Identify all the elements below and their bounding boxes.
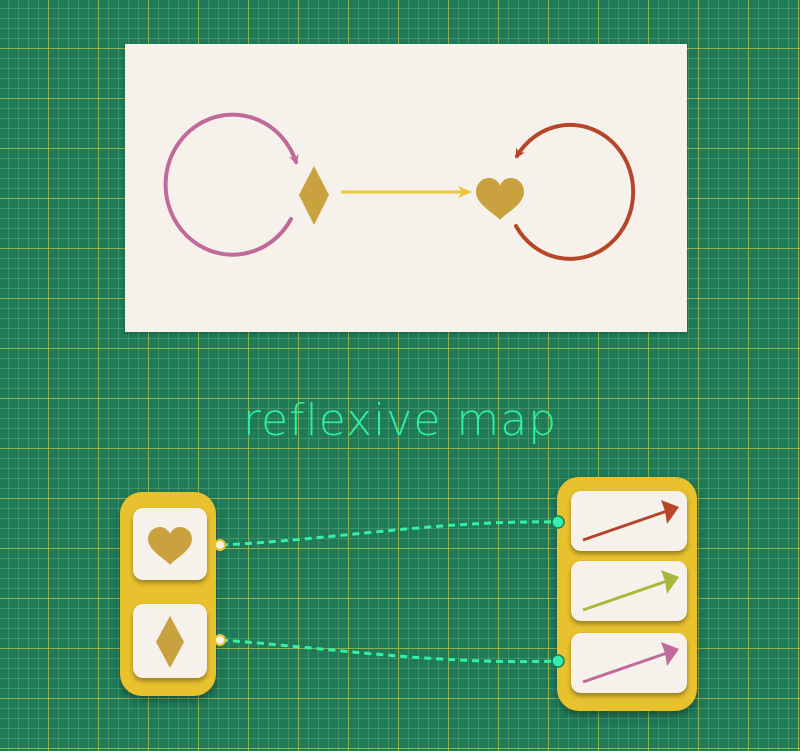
source-set	[120, 492, 216, 696]
arrow-icon	[661, 500, 679, 524]
arrow-card-3	[571, 633, 687, 693]
connector-start-diamond	[214, 634, 226, 646]
diagram-title: reflexive map	[242, 395, 558, 446]
connector-diamond	[220, 638, 559, 664]
diagram-svg	[163, 112, 636, 261]
target-set	[557, 477, 697, 711]
heart-card	[133, 508, 207, 580]
diamond-icon	[156, 616, 184, 668]
arrow-icon	[661, 570, 679, 594]
arrow-icon	[661, 642, 679, 666]
arrow-card-1	[571, 491, 687, 551]
heart-icon	[148, 527, 192, 565]
diamond-icon	[299, 166, 329, 225]
diamond-loop-arrow	[163, 112, 299, 257]
diagram-panel	[125, 44, 687, 332]
heart-loop-arrow	[514, 122, 636, 261]
heart-icon	[476, 178, 524, 220]
connector-end-1	[551, 515, 565, 529]
connector-heart	[220, 520, 559, 547]
connector-start-heart	[214, 539, 226, 551]
arrow-card-2	[571, 561, 687, 621]
diamond-card	[133, 604, 207, 678]
connector-end-3	[551, 654, 565, 668]
